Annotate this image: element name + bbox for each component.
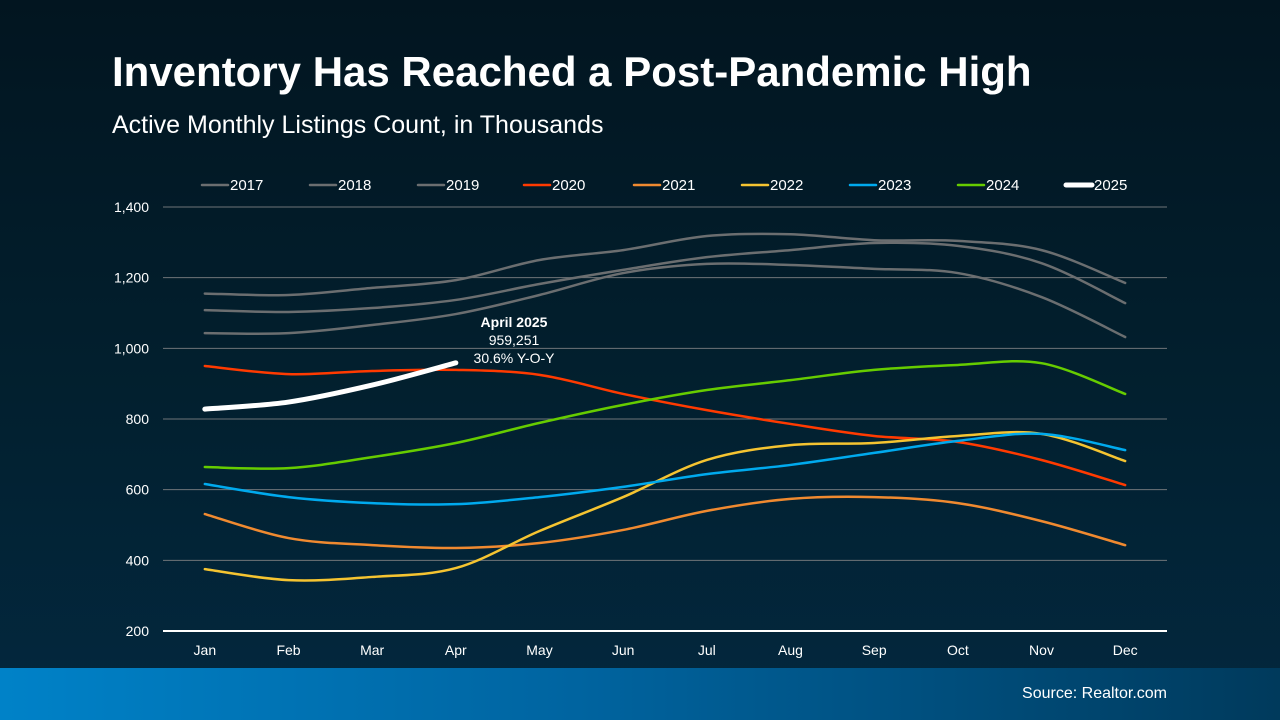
series-line-2024 <box>203 359 1127 470</box>
x-tick-label: Oct <box>947 642 969 658</box>
footer-bar: Source: Realtor.com <box>0 668 1280 720</box>
y-tick-label: 1,200 <box>114 270 149 286</box>
legend-label-2021: 2021 <box>662 177 695 194</box>
legend-label-2024: 2024 <box>986 177 1019 194</box>
annotation-title: April 2025 <box>481 314 548 330</box>
annotation-change: 30.6% Y-O-Y <box>474 350 556 366</box>
annotation: April 2025 959,251 30.6% Y-O-Y <box>474 314 556 366</box>
series-line-2023 <box>203 432 1127 506</box>
chart-title: Inventory Has Reached a Post-Pandemic Hi… <box>112 48 1032 95</box>
series-line-2017 <box>203 232 1127 297</box>
x-tick-label: Aug <box>778 642 803 658</box>
legend-label-2025: 2025 <box>1094 177 1127 194</box>
y-tick-label: 1,000 <box>114 340 149 356</box>
legend-label-2022: 2022 <box>770 177 803 194</box>
line-chart: 200 400 600 800 1,000 1,200 1,400 Jan Feb Mar Apr M… <box>114 177 1167 658</box>
x-tick-label: Dec <box>1113 642 1138 658</box>
series-line-2020 <box>203 364 1127 487</box>
y-tick-label: 800 <box>126 411 150 427</box>
y-tick-label: 200 <box>126 623 150 639</box>
legend-label-2019: 2019 <box>446 177 479 194</box>
annotation-value: 959,251 <box>489 332 540 348</box>
legend-label-2017: 2017 <box>230 177 263 194</box>
x-tick-label: Mar <box>360 642 384 658</box>
y-tick-label: 600 <box>126 482 150 498</box>
series-line-2019 <box>203 262 1127 339</box>
series-line-2018 <box>203 241 1127 314</box>
legend-label-2023: 2023 <box>878 177 911 194</box>
legend-label-2020: 2020 <box>552 177 585 194</box>
y-tick-label: 400 <box>126 552 150 568</box>
x-tick-label: Sep <box>862 642 887 658</box>
x-tick-label: May <box>526 642 552 658</box>
legend-label-2018: 2018 <box>338 177 371 194</box>
x-tick-label: Jul <box>698 642 716 658</box>
series-line-2021 <box>203 495 1127 550</box>
x-tick-label: Jan <box>194 642 217 658</box>
series-line-2022 <box>203 430 1127 582</box>
x-tick-label: Nov <box>1029 642 1054 658</box>
chart-subtitle: Active Monthly Listings Count, in Thousa… <box>112 111 604 139</box>
series-line-2025 <box>202 360 459 412</box>
x-tick-label: Apr <box>445 642 467 658</box>
source-text: Source: Realtor.com <box>1022 685 1167 702</box>
x-tick-label: Feb <box>276 642 300 658</box>
y-tick-label: 1,400 <box>114 199 149 215</box>
x-tick-label: Jun <box>612 642 635 658</box>
